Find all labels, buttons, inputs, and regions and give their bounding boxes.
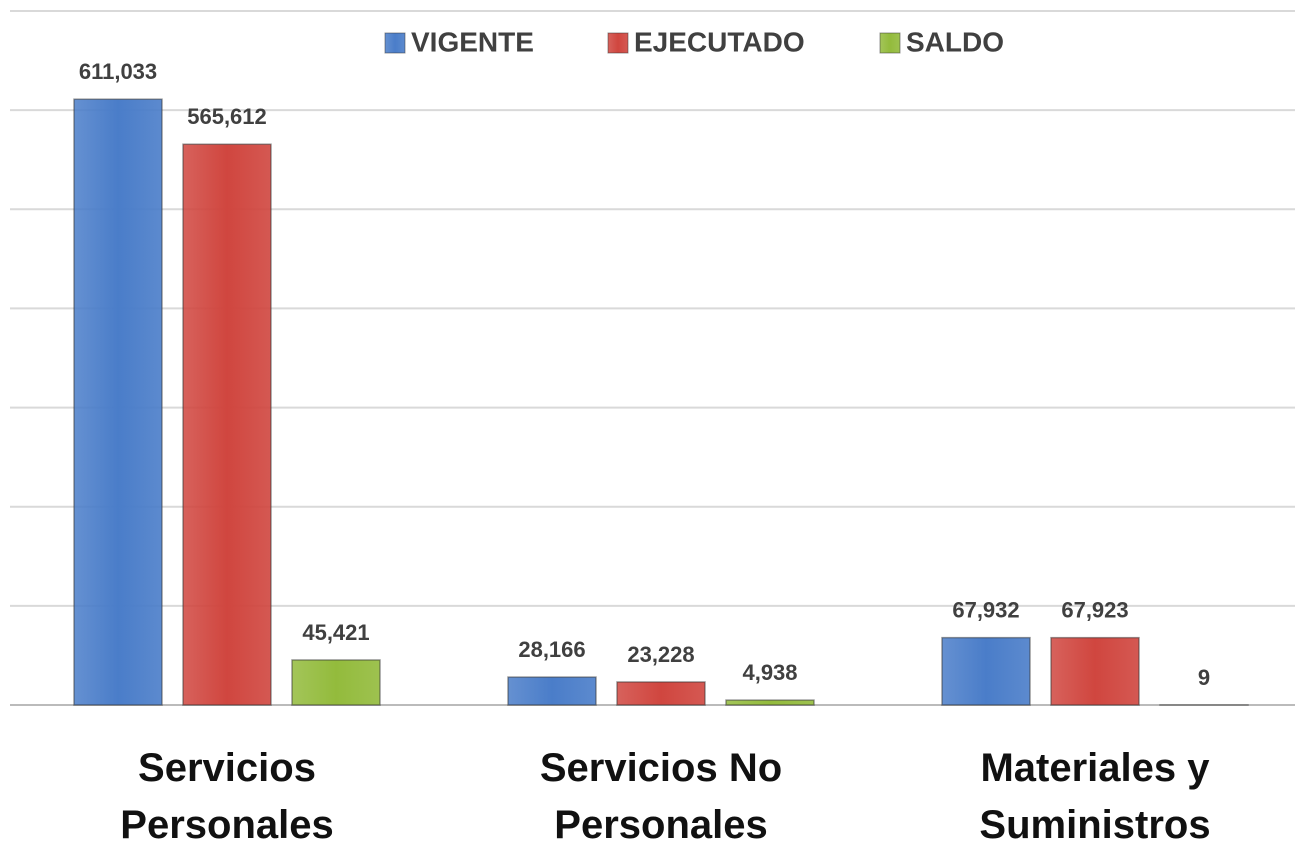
- bar: [1050, 636, 1140, 706]
- legend-swatch: [879, 32, 901, 54]
- data-label: 23,228: [627, 642, 694, 667]
- bar: [182, 143, 272, 706]
- x-tick-label: Servicios Personales: [120, 746, 334, 847]
- data-label: 611,033: [79, 59, 157, 84]
- bar: [941, 636, 1031, 706]
- bar: [616, 681, 706, 706]
- legend-label: VIGENTE: [411, 26, 534, 57]
- data-label: 67,923: [1061, 597, 1128, 622]
- data-label: 28,166: [518, 637, 585, 662]
- data-label: 67,932: [952, 597, 1019, 622]
- data-label: 9: [1198, 665, 1210, 690]
- data-label: 45,421: [302, 620, 369, 645]
- bar: [507, 676, 597, 706]
- bar: [73, 98, 163, 706]
- data-label: 4,938: [742, 660, 797, 685]
- bar: [725, 699, 815, 706]
- bar: [291, 659, 381, 706]
- legend-swatch: [607, 32, 629, 54]
- x-tick-label: Materiales y Suministros: [979, 746, 1211, 847]
- data-label: 565,612: [187, 104, 267, 129]
- legend-swatch: [384, 32, 406, 54]
- legend-label: SALDO: [906, 26, 1004, 57]
- x-tick-label: Servicios No Personales: [539, 746, 783, 847]
- legend-label: EJECUTADO: [634, 26, 805, 57]
